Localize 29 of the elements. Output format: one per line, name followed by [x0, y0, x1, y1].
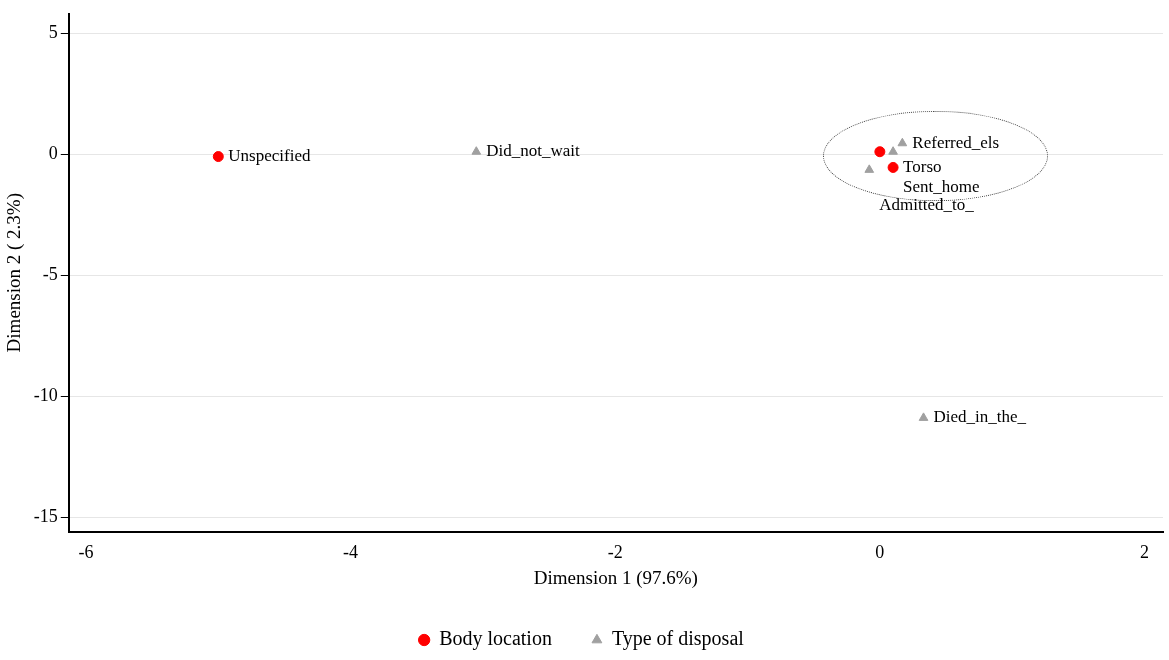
point: [918, 412, 929, 421]
x-axis-title: Dimension 1 (97.6%): [533, 566, 698, 589]
annotation: Died_in_the_: [933, 407, 1027, 427]
point: [874, 146, 886, 158]
x-tick-label: 0: [875, 542, 885, 563]
y-tick-label: -15: [33, 505, 58, 526]
legend-label: Body location: [439, 627, 552, 651]
annotation: Admitted_to_: [879, 195, 975, 215]
x-tick-label: -2: [607, 542, 623, 563]
y-axis-title: Dimension 2 ( 2.3%): [3, 193, 26, 353]
point: [864, 164, 875, 173]
y-tick-label: 5: [48, 21, 58, 42]
annotation: Did_not_wait: [486, 141, 581, 161]
y-tick-label: 0: [48, 142, 58, 163]
point: [888, 146, 898, 155]
annotation: Unspecified: [228, 146, 311, 166]
legend-label: Type of disposal: [611, 627, 745, 651]
point: [212, 151, 224, 163]
x-tick-label: 2: [1139, 542, 1149, 563]
y-tick-label: -10: [33, 384, 58, 405]
point: [887, 161, 899, 173]
annotation: Torso: [903, 156, 942, 176]
point: [897, 137, 908, 147]
y-tick-label: -5: [42, 263, 58, 284]
annotation: Referred_els: [912, 132, 1000, 152]
annotation: Sent_home: [903, 177, 980, 197]
x-tick-label: -6: [78, 542, 94, 563]
point: [471, 146, 482, 155]
x-tick-label: -4: [343, 542, 359, 563]
